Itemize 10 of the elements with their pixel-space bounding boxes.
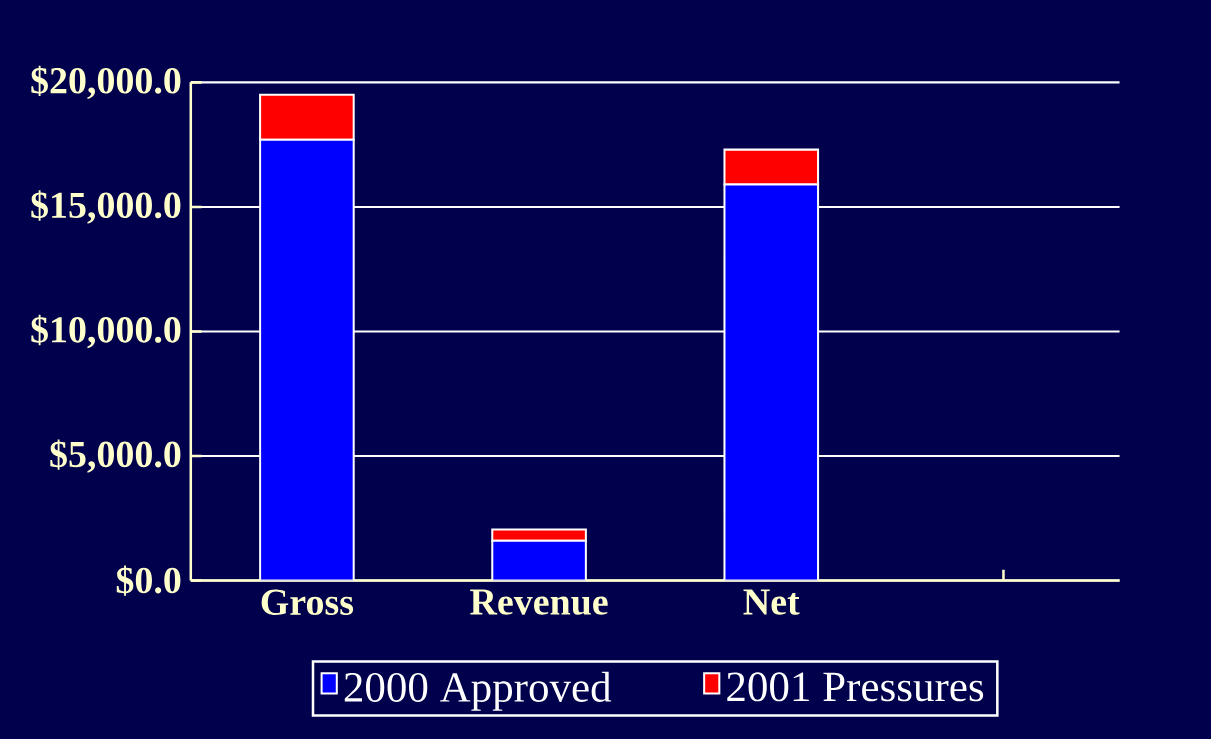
y-tick-label: $15,000.0 [31,190,181,224]
y-tick-label: $20,000.0 [31,65,181,100]
x-tick-label: Revenue [470,589,608,615]
legend-label: 2000 Approved [344,671,612,711]
legend-label: 2001 Pressures [727,672,984,702]
x-tick-label: Gross [261,589,354,616]
y-tick-label: $5,000.0 [50,439,181,473]
y-tick-label: $10,000.0 [31,314,181,349]
x-tick-label: Net [743,589,800,615]
y-tick-label: $0.0 [116,565,181,596]
